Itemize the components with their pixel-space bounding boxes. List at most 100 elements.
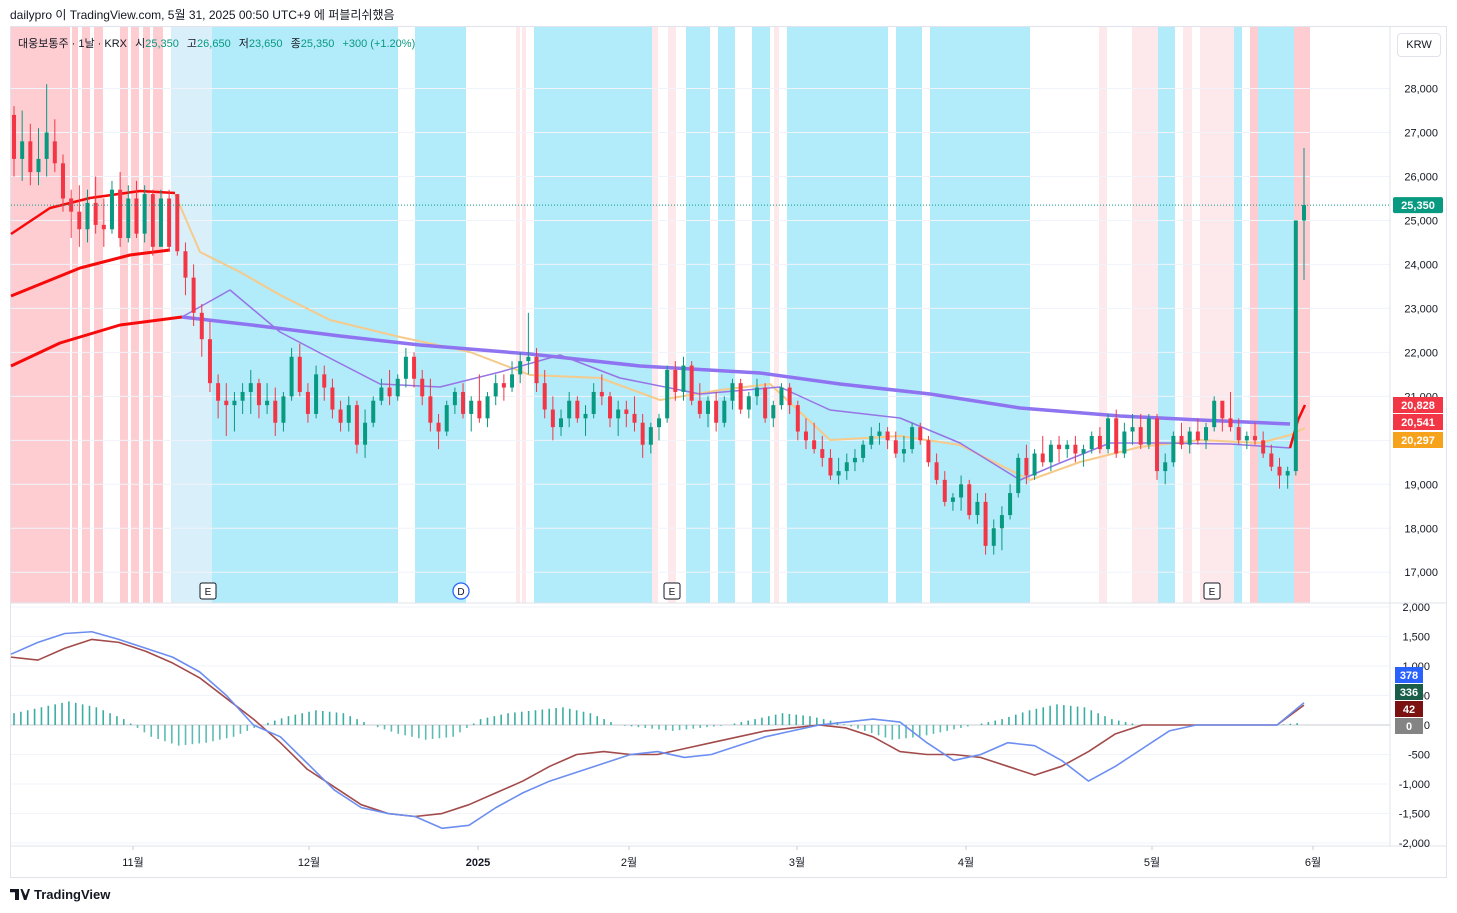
- candle-body: [1130, 427, 1135, 432]
- candle-body: [1285, 471, 1290, 476]
- moving-average-lines: [10, 189, 1307, 481]
- candle: [942, 471, 947, 507]
- candle: [1277, 457, 1282, 489]
- candle-body: [428, 396, 433, 423]
- candle-body: [485, 396, 490, 419]
- candle-body: [820, 449, 825, 458]
- candle: [1253, 422, 1258, 445]
- candle-body: [624, 409, 629, 414]
- dividend-marker-circle: [452, 582, 470, 600]
- background-band: [930, 27, 1030, 603]
- background-band: [212, 27, 398, 603]
- time-tick-label: 4월: [958, 856, 974, 869]
- candle: [616, 400, 621, 436]
- candle-body: [559, 418, 564, 428]
- candle: [403, 347, 408, 388]
- event-marker-label: E: [669, 587, 676, 598]
- candle-body: [567, 400, 572, 419]
- candle-body: [232, 400, 237, 406]
- event-marker-label: D: [457, 587, 464, 598]
- macd-value-tag: 42: [1395, 701, 1423, 717]
- candle-body: [354, 405, 359, 445]
- candle: [1008, 484, 1013, 520]
- candle: [1130, 413, 1135, 445]
- background-band: [534, 27, 652, 603]
- candle: [1081, 444, 1086, 467]
- ema-mid-red: [10, 189, 176, 236]
- candle-body: [771, 405, 776, 419]
- candle: [812, 422, 817, 454]
- candle-body: [469, 400, 474, 414]
- candle: [510, 361, 515, 392]
- time-tick-label: 3월: [789, 856, 805, 869]
- candle-body: [158, 198, 163, 247]
- candle: [1244, 431, 1249, 450]
- candle-body: [738, 383, 743, 410]
- candle: [183, 242, 188, 296]
- candle: [142, 185, 147, 243]
- indicator-price-tag-label: 20,828: [1401, 400, 1435, 412]
- candle: [844, 453, 849, 480]
- candle-body: [420, 378, 425, 397]
- candle-body: [134, 198, 139, 234]
- candle-body: [338, 409, 343, 423]
- price-tick-label: 22,000: [1404, 347, 1438, 359]
- background-band: [686, 27, 710, 603]
- candle: [869, 427, 874, 450]
- background-band: [1250, 27, 1258, 603]
- candle: [885, 427, 890, 450]
- candle: [232, 391, 237, 432]
- candle-body: [126, 198, 131, 239]
- candle-body: [657, 418, 661, 428]
- candle-body: [1261, 440, 1266, 454]
- background-band: [718, 27, 735, 603]
- candle: [346, 396, 351, 432]
- candle: [1057, 435, 1062, 463]
- candle-body: [452, 391, 457, 406]
- macd-value-tag-bg: [1395, 667, 1423, 683]
- candle-body: [1089, 435, 1094, 450]
- candle-body: [1138, 427, 1143, 445]
- candle: [1220, 400, 1225, 432]
- candle-body: [1220, 400, 1225, 419]
- candle: [191, 264, 196, 326]
- candle-body: [36, 158, 41, 173]
- candle: [428, 378, 433, 432]
- background-band: [1294, 27, 1310, 603]
- candle: [591, 383, 596, 419]
- candle: [1032, 449, 1037, 480]
- candle-body: [1302, 205, 1306, 221]
- candle: [150, 189, 155, 256]
- macd-panel: -2,000-1,500-1,000-50005001,0001,5002,00…: [10, 602, 1430, 850]
- candle-body: [836, 471, 841, 476]
- candle: [820, 435, 825, 467]
- candle: [967, 479, 972, 520]
- background-band: [11, 27, 70, 603]
- candle: [673, 361, 678, 401]
- candle: [1138, 413, 1143, 450]
- currency-button[interactable]: KRW: [1397, 33, 1441, 57]
- background-band: [1183, 27, 1192, 603]
- candle: [126, 185, 131, 243]
- background-band: [72, 27, 78, 603]
- last-price-tag-label: 25,350: [1401, 200, 1435, 212]
- candle: [803, 418, 808, 450]
- candle-body: [101, 224, 106, 230]
- candle-body: [901, 449, 906, 454]
- candle: [134, 180, 139, 239]
- candle: [730, 378, 735, 410]
- background-band: [787, 27, 888, 603]
- candle: [420, 369, 425, 406]
- candle-body: [950, 497, 955, 502]
- candle: [640, 413, 645, 458]
- candle-body: [1277, 466, 1282, 476]
- chart-frame: [10, 26, 1447, 878]
- time-tick-label: 11월: [122, 856, 144, 869]
- candle-body: [583, 413, 588, 419]
- macd-tick-label: 1,500: [1402, 631, 1430, 643]
- candle: [779, 383, 784, 410]
- candle-body: [167, 198, 172, 247]
- candle: [738, 378, 743, 414]
- candle: [167, 189, 172, 252]
